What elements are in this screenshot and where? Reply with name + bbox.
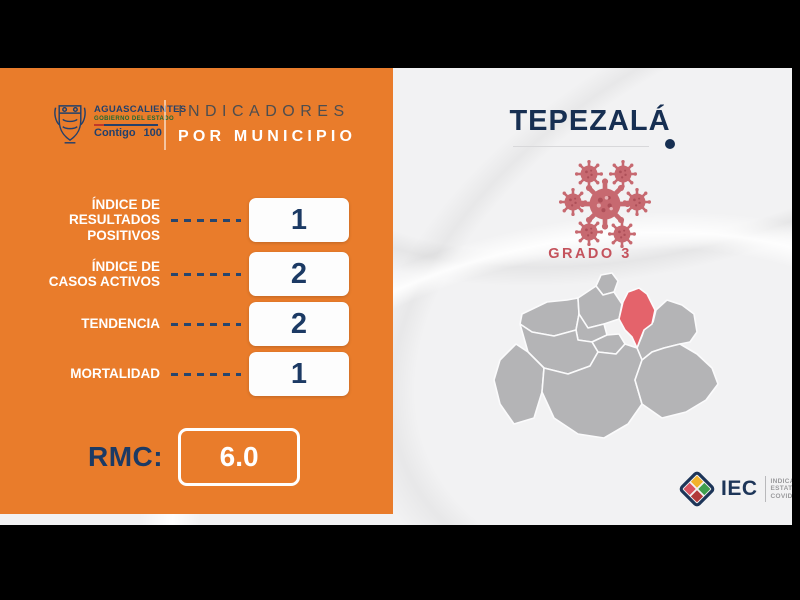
indicator-value: 1 [290, 203, 308, 236]
iec-diamond-icon [679, 471, 715, 507]
indicator-value-box: 2 [249, 252, 349, 296]
indicator-row-tendencia: TENDENCIA 2 [0, 302, 393, 346]
infographic-slide: AGUASCALIENTES GOBIERNO DEL ESTADO Conti… [0, 68, 792, 525]
title-underline [513, 146, 649, 147]
indicator-label-line: CASOS ACTIVOS [48, 274, 160, 289]
indicator-label-line: RESULTADOS [69, 212, 160, 228]
rmc-value: 6.0 [219, 441, 259, 472]
indicator-value-box: 1 [249, 352, 349, 396]
indicator-row-casos-activos: ÍNDICE DE CASOS ACTIVOS 2 [0, 252, 393, 296]
indicator-label-line: MORTALIDAD [70, 366, 160, 382]
aguascalientes-map [493, 272, 719, 439]
government-line: GOBIERNO DEL ESTADO [94, 116, 175, 122]
state-name: AGUASCALIENTES [94, 104, 187, 115]
virus-icon-small [573, 158, 605, 190]
indicator-value-box: 1 [249, 198, 349, 242]
rmc-row: RMC: 6.0 [88, 428, 301, 486]
iec-acronym: IEC [721, 477, 758, 500]
rmc-value-box: 6.0 [178, 428, 301, 486]
indicator-row-mortalidad: MORTALIDAD 1 [0, 352, 393, 396]
indicator-label-line: POSITIVOS [87, 227, 160, 243]
indicator-value: 1 [290, 357, 308, 390]
indicator-value: 2 [290, 257, 308, 290]
iec-descriptor-line: ESTATAL [770, 485, 792, 493]
indicator-label: TENDENCIA [0, 316, 160, 332]
indicator-row-resultados-positivos: ÍNDICE DE RESULTADOS POSITIVOS 1 [0, 197, 393, 244]
indicator-value-box: 2 [249, 302, 349, 346]
panel-title-line1: INDICADORES [178, 103, 350, 120]
dashed-connector [171, 218, 241, 222]
tagline-word: Contigo [94, 127, 136, 139]
title-dot [665, 139, 675, 149]
logo-tagline: Contigo 100 [94, 127, 186, 139]
municipality-shape-calvillo [493, 343, 545, 425]
government-logo-text: AGUASCALIENTES GOBIERNO DEL ESTADO Conti… [94, 104, 186, 139]
indicator-label: ÍNDICE DE CASOS ACTIVOS [0, 259, 160, 290]
municipality-shape-el-llano [634, 343, 719, 419]
logo-divider-line [94, 124, 158, 126]
virus-cluster-icon [557, 158, 653, 250]
virus-icon-small [607, 158, 639, 190]
municipality-tepezala-highlight [618, 287, 656, 349]
panel-title: INDICADORES POR MUNICIPIO [178, 103, 356, 146]
header-vertical-divider [164, 100, 166, 150]
iec-descriptor-line: INDICADOR [770, 477, 792, 485]
tagline-number: 100 [143, 127, 162, 139]
rmc-label: RMC: [88, 441, 164, 472]
dashed-connector [171, 322, 241, 326]
indicator-label: ÍNDICE DE RESULTADOS POSITIVOS [0, 197, 160, 244]
iec-logo: IEC INDICADOR ESTATAL COVID [678, 470, 792, 508]
dashed-connector [171, 372, 241, 376]
indicator-label-line: ÍNDICE DE [91, 196, 160, 212]
indicator-label: MORTALIDAD [0, 366, 160, 382]
iec-descriptor-line: COVID [770, 492, 792, 500]
municipality-title: TEPEZALÁ [509, 105, 671, 137]
grade-label: GRADO 3 [548, 246, 632, 262]
virus-speckles [596, 195, 613, 211]
indicator-label-line: ÍNDICE DE [91, 258, 160, 274]
iec-descriptor: INDICADOR ESTATAL COVID [771, 478, 792, 501]
indicator-value: 2 [290, 307, 308, 340]
government-logo: AGUASCALIENTES GOBIERNO DEL ESTADO Conti… [52, 98, 186, 148]
indicators-panel: AGUASCALIENTES GOBIERNO DEL ESTADO Conti… [0, 68, 393, 514]
dashed-connector [171, 272, 241, 276]
panel-title-line2: POR MUNICIPIO [178, 128, 357, 145]
iec-divider [764, 476, 766, 502]
virus-icon-small [606, 218, 638, 250]
virus-icon-large [579, 178, 630, 229]
coat-of-arms-icon [54, 105, 86, 144]
indicator-label-line: TENDENCIA [81, 316, 160, 332]
